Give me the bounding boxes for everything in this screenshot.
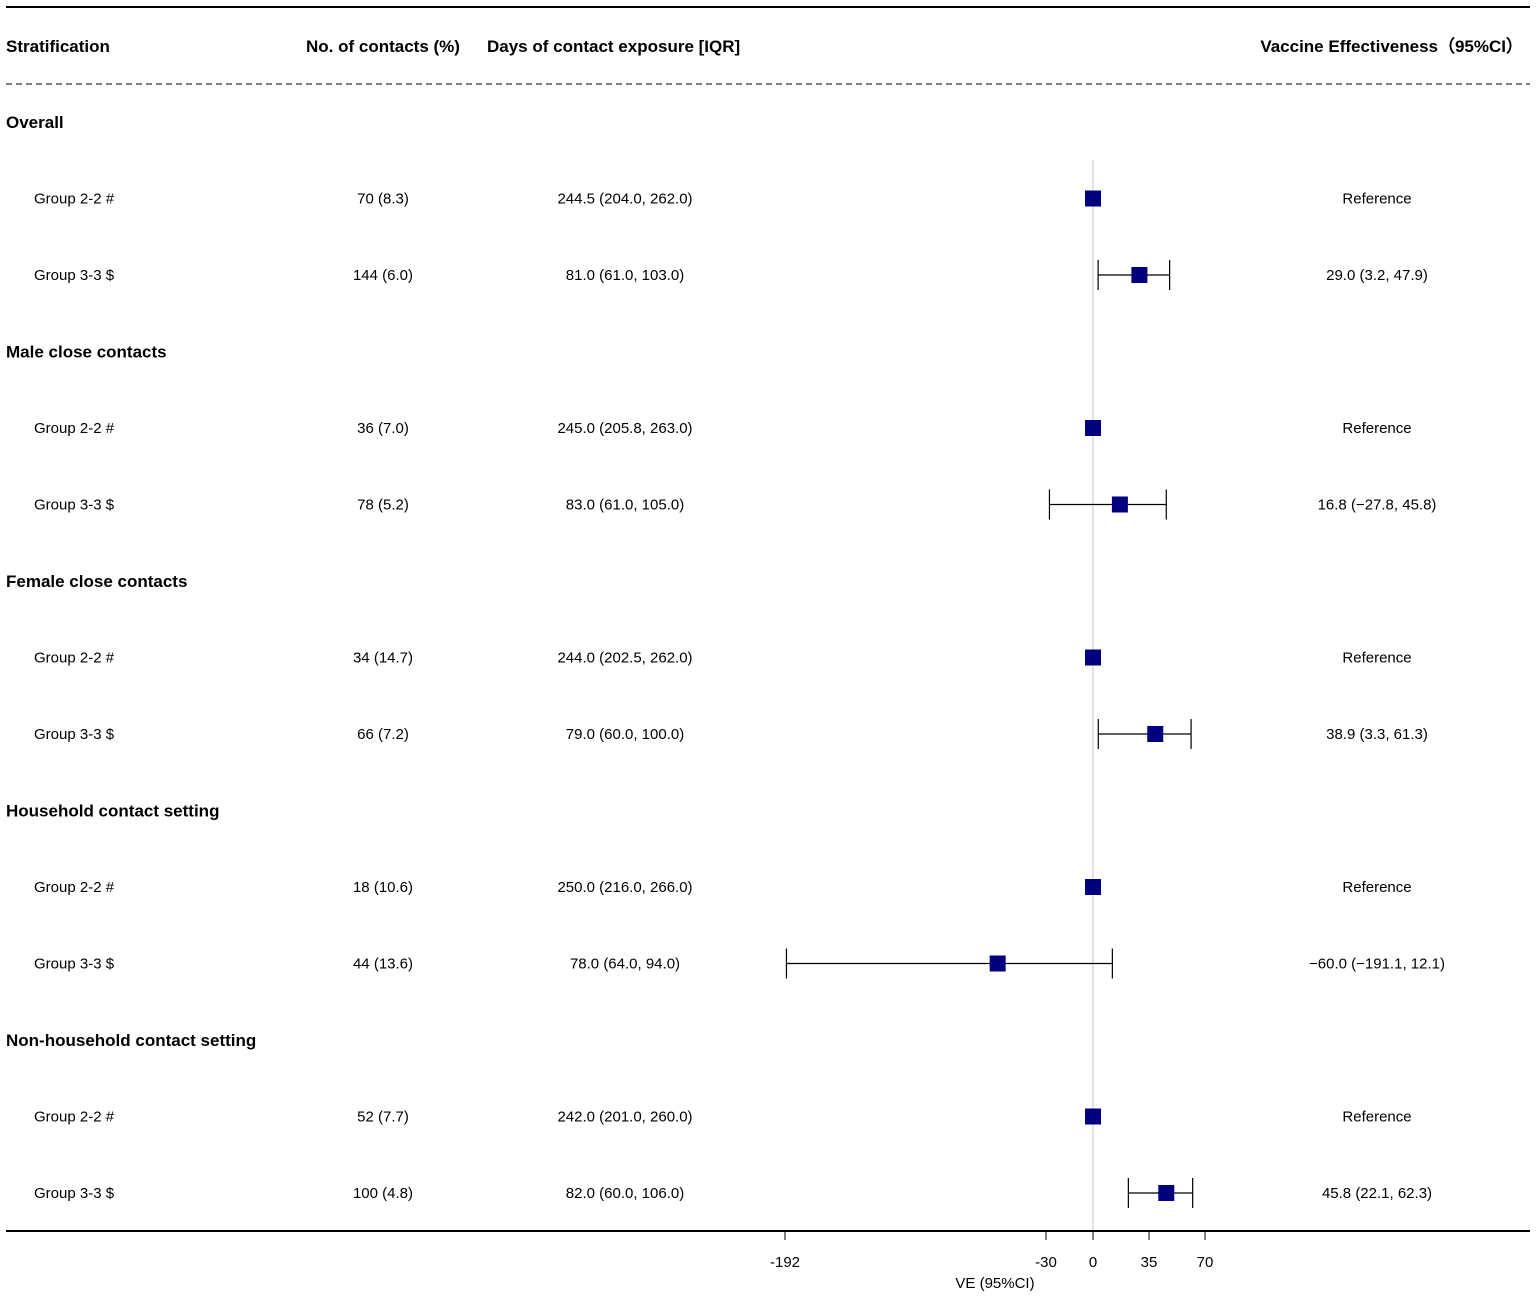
x-axis: -192 -30 0 35 70	[770, 1231, 1213, 1271]
point-estimate-marker	[1085, 190, 1101, 207]
table-rows: Overall Group 2-2 # 70 (8.3) 244.5 (204.0, …	[6, 113, 1445, 1202]
section-title: Male close contacts	[6, 343, 167, 362]
row-days: 244.5 (204.0, 262.0)	[557, 191, 692, 208]
x-tick-label: 70	[1197, 1254, 1214, 1271]
row-contacts: 70 (8.3)	[357, 191, 409, 208]
row-contacts: 52 (7.7)	[357, 1109, 409, 1126]
row-days: 81.0 (61.0, 103.0)	[566, 267, 684, 284]
row-contacts: 44 (13.6)	[353, 956, 413, 973]
x-tick-label: -192	[770, 1254, 800, 1271]
row-label: Group 3-3 $	[34, 267, 115, 284]
point-estimate-marker	[1085, 879, 1101, 895]
row-ve-text: 38.9 (3.3, 61.3)	[1326, 726, 1428, 743]
row-contacts: 144 (6.0)	[353, 267, 413, 284]
x-axis-label: VE (95%CI)	[955, 1275, 1034, 1292]
section-title: Female close contacts	[6, 572, 187, 591]
row-days: 245.0 (205.8, 263.0)	[557, 420, 692, 437]
row-contacts: 66 (7.2)	[357, 726, 409, 743]
row-ve-text: Reference	[1342, 1109, 1411, 1126]
row-contacts: 100 (4.8)	[353, 1185, 413, 1202]
header-contacts: No. of contacts (%)	[306, 37, 460, 56]
row-days: 242.0 (201.0, 260.0)	[557, 1109, 692, 1126]
plot-area	[785, 160, 1194, 1231]
x-tick-label: 35	[1141, 1254, 1158, 1271]
row-days: 78.0 (64.0, 94.0)	[570, 956, 680, 973]
row-ve-text: Reference	[1342, 650, 1411, 667]
row-contacts: 36 (7.0)	[357, 420, 409, 437]
x-tick-label: -30	[1035, 1254, 1057, 1271]
x-tick-label: 0	[1089, 1254, 1097, 1271]
row-label: Group 3-3 $	[34, 1185, 115, 1202]
row-label: Group 3-3 $	[34, 956, 115, 973]
row-label: Group 2-2 #	[34, 420, 115, 437]
point-estimate-marker	[1085, 649, 1101, 666]
header-ve: Vaccine Effectiveness（95%CI）	[1260, 36, 1523, 56]
row-ve-text: Reference	[1342, 420, 1411, 437]
row-ve-text: Reference	[1342, 879, 1411, 896]
row-ve-text: Reference	[1342, 191, 1411, 208]
point-estimate-marker	[1131, 267, 1148, 283]
header-days: Days of contact exposure [IQR]	[487, 37, 740, 56]
row-ve-text: 45.8 (22.1, 62.3)	[1322, 1185, 1432, 1202]
row-contacts: 34 (14.7)	[353, 650, 413, 667]
point-estimate-marker	[1147, 726, 1164, 742]
row-days: 83.0 (61.0, 105.0)	[566, 497, 684, 514]
row-label: Group 2-2 #	[34, 1109, 115, 1126]
row-ve-text: 16.8 (−27.8, 45.8)	[1318, 497, 1437, 514]
row-label: Group 2-2 #	[34, 650, 115, 667]
row-label: Group 3-3 $	[34, 726, 115, 743]
row-days: 82.0 (60.0, 106.0)	[566, 1185, 684, 1202]
section-title: Non-household contact setting	[6, 1031, 256, 1050]
section-title: Household contact setting	[6, 802, 219, 821]
row-label: Group 3-3 $	[34, 497, 115, 514]
row-days: 250.0 (216.0, 266.0)	[557, 879, 692, 896]
row-contacts: 18 (10.6)	[353, 879, 413, 896]
point-estimate-marker	[1111, 496, 1128, 513]
row-ve-text: −60.0 (−191.1, 12.1)	[1309, 956, 1445, 973]
point-estimate-marker	[1158, 1185, 1175, 1201]
row-label: Group 2-2 #	[34, 191, 115, 208]
point-estimate-marker	[989, 955, 1006, 972]
header-stratification: Stratification	[6, 37, 110, 56]
row-label: Group 2-2 #	[34, 879, 115, 896]
section-title: Overall	[6, 113, 64, 132]
point-estimate-marker	[1085, 1108, 1101, 1125]
point-estimate-marker	[1085, 420, 1101, 436]
row-ve-text: 29.0 (3.2, 47.9)	[1326, 267, 1428, 284]
row-days: 244.0 (202.5, 262.0)	[557, 650, 692, 667]
row-days: 79.0 (60.0, 100.0)	[566, 726, 684, 743]
row-contacts: 78 (5.2)	[357, 497, 409, 514]
